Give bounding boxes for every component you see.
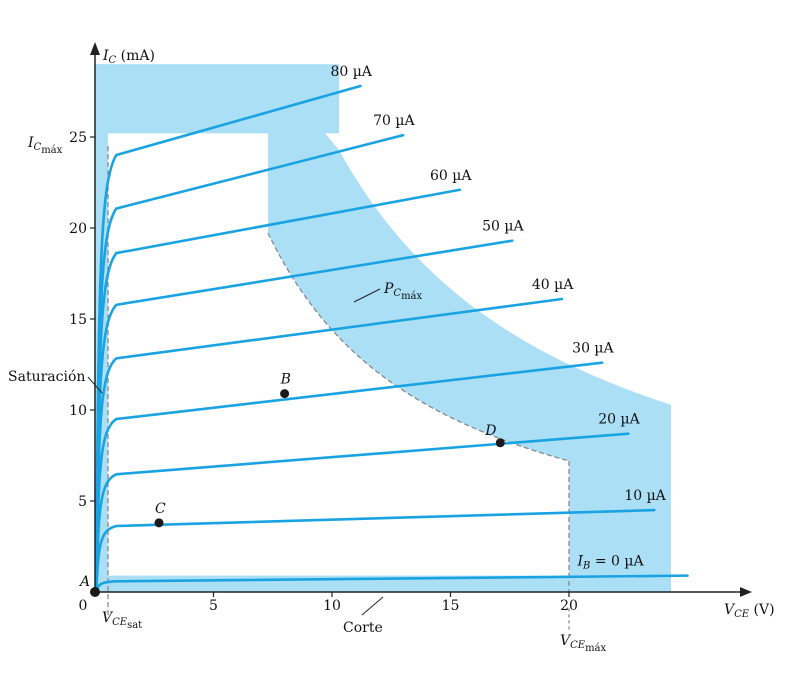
ib-curve-label-7: 70 µA [373,113,415,129]
point-C [154,518,164,528]
ic-max-label: ICmáx [27,135,63,156]
point-label-C: C [155,501,166,517]
x-tick-label-5: 5 [209,598,218,614]
y-tick-label-20: 20 [69,221,87,237]
ib-curve-8 [94,84,362,594]
ib-curve-label-3: 30 µA [572,341,614,357]
x-axis-label: VCE (V) [724,602,775,620]
vce-max-label: VCEmáx [560,633,607,654]
x-tick-label-10: 10 [323,598,341,614]
pc-max-label: PCmáx [383,281,423,302]
point-A [90,587,100,597]
pc-max-region [268,64,671,461]
ib-curve-label-8: 80 µA [330,64,372,80]
cutoff-label: Corte [343,620,383,636]
point-B [280,389,290,399]
x-axis-arrow [740,587,752,597]
y-axis-arrow [90,42,100,55]
ib-curve-label-5: 50 µA [482,219,524,235]
pc-max-curve [267,232,570,462]
ib-curve-label-4: 40 µA [532,277,574,293]
ib-curve-label-6: 60 µA [430,168,472,184]
cutoff-leader [361,596,384,616]
collector-curves [94,84,689,594]
y-tick-label-15: 15 [69,312,87,328]
saturation-label: Saturación [8,369,85,385]
point-label-D: D [484,423,496,439]
point-D [495,438,505,448]
point-label-A: A [78,574,90,590]
x-tick-label-20: 20 [560,598,578,614]
y-tick-label-25: 25 [69,130,87,146]
ib-curve-label-0: IB = 0 µA [577,554,645,572]
ib-curve-label-1: 10 µA [624,488,666,504]
ib-curve-label-2: 20 µA [598,412,640,428]
y-tick-label-5: 5 [78,494,87,510]
origin-tick-label: 0 [79,598,88,614]
y-axis-label: IC (mA) [102,48,155,66]
chart-labels: IB = 0 µA 10 µA 20 µA 30 µA 40 µA 50 µA 60 µA 7… [8,48,775,654]
pc-max-leader [353,288,381,303]
x-tick-label-15: 15 [442,598,460,614]
vce-sat-label: VCEsat [102,610,142,631]
saturation-leader [87,376,103,394]
operating-points: A B C D [78,372,505,597]
point-label-B: B [280,372,291,388]
axes: 5 10 15 20 0 5 10 15 20 25 [69,42,752,614]
y-tick-label-10: 10 [69,403,87,419]
